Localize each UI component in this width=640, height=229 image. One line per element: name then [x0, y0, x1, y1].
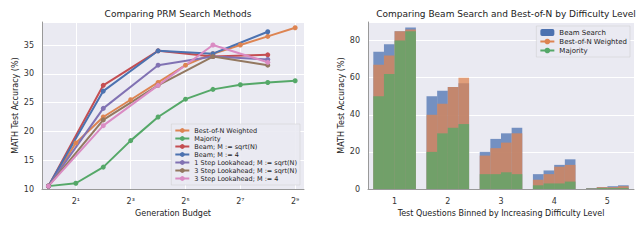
svg-text:80: 80: [350, 36, 360, 45]
svg-text:2³: 2³: [127, 197, 135, 206]
svg-text:1: 1: [392, 197, 397, 206]
svg-text:3 Step Lookahead; M := sqrt(N): 3 Step Lookahead; M := sqrt(N): [194, 167, 297, 175]
svg-text:25: 25: [24, 98, 34, 107]
svg-text:40: 40: [350, 110, 360, 119]
svg-text:2⁹: 2⁹: [291, 197, 299, 206]
svg-text:MATH Test Accuracy (%): MATH Test Accuracy (%): [337, 57, 346, 153]
svg-text:Best-of-N Weighted: Best-of-N Weighted: [194, 127, 257, 135]
svg-text:MATH Test Accuracy (%): MATH Test Accuracy (%): [11, 57, 20, 153]
svg-text:Test Questions Binned by Incre: Test Questions Binned by Increasing Diff…: [397, 209, 605, 218]
svg-text:35: 35: [24, 41, 34, 50]
svg-text:10: 10: [24, 185, 34, 194]
svg-text:30: 30: [24, 69, 34, 78]
svg-text:Best-of-N Weighted: Best-of-N Weighted: [559, 38, 627, 46]
svg-text:Beam; M := sqrt(N): Beam; M := sqrt(N): [194, 143, 257, 151]
svg-text:1 Step Lookahead; M := sqrt(N): 1 Step Lookahead; M := sqrt(N): [194, 159, 297, 167]
svg-text:2⁵: 2⁵: [181, 197, 189, 206]
svg-text:15: 15: [24, 156, 34, 165]
svg-text:2: 2: [445, 197, 450, 206]
svg-text:Comparing PRM Search Methods: Comparing PRM Search Methods: [105, 9, 252, 19]
svg-text:Beam Search: Beam Search: [559, 29, 606, 37]
svg-text:5: 5: [605, 197, 610, 206]
svg-text:20: 20: [350, 147, 360, 156]
svg-text:Majority: Majority: [559, 47, 587, 55]
svg-text:3 Step Lookahead; M := 4: 3 Step Lookahead; M := 4: [194, 175, 278, 183]
svg-text:20: 20: [24, 127, 34, 136]
svg-text:60: 60: [350, 73, 360, 82]
svg-text:Generation Budget: Generation Budget: [135, 209, 211, 218]
svg-text:4: 4: [552, 197, 557, 206]
svg-text:Comparing Beam Search and Best: Comparing Beam Search and Best-of-N by D…: [376, 9, 636, 19]
svg-text:0: 0: [355, 185, 360, 194]
svg-text:2¹: 2¹: [72, 197, 80, 206]
svg-text:3: 3: [498, 197, 503, 206]
svg-text:Majority: Majority: [194, 135, 220, 143]
svg-text:Beam; M := 4: Beam; M := 4: [194, 151, 239, 159]
svg-text:2⁷: 2⁷: [236, 197, 244, 206]
